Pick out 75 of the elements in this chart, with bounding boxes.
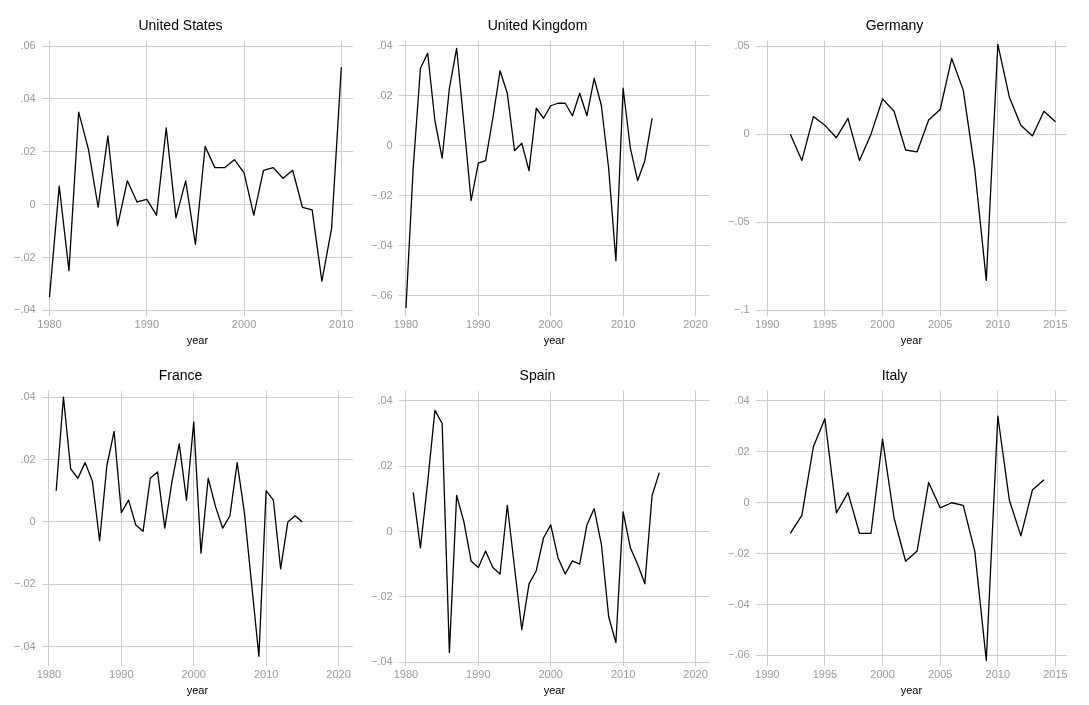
y-tick-label: .02	[377, 88, 393, 101]
chart-title: United Kingdom	[487, 17, 588, 34]
y-tick-label: 0	[386, 138, 393, 151]
x-tick-label: 1995	[812, 318, 838, 331]
x-tick-label: 2020	[683, 668, 708, 681]
y-tick-label: −.02	[371, 589, 393, 602]
x-tick-label: 2010	[253, 668, 279, 681]
x-tick-label: 1990	[134, 318, 160, 331]
x-tick-label: 2005	[927, 318, 953, 331]
y-tick-label: .02	[20, 452, 36, 465]
y-tick-label: 0	[386, 524, 393, 537]
y-tick-label: 0	[743, 127, 750, 140]
chart-title: Germany	[865, 17, 924, 34]
y-tick-label: .04	[20, 91, 36, 104]
y-tick-label: −.1	[734, 303, 750, 316]
y-tick-label: .02	[377, 459, 393, 472]
y-tick-label: .04	[20, 390, 36, 403]
x-axis-title: year	[543, 334, 566, 347]
x-tick-label: 2000	[870, 318, 895, 331]
x-tick-label: 1980	[393, 668, 419, 681]
y-tick-label: −.04	[14, 303, 36, 316]
y-tick-label: −.04	[14, 639, 36, 652]
y-tick-label: 0	[29, 514, 36, 527]
y-tick-label: −.02	[371, 188, 393, 201]
x-tick-label: 2015	[1043, 318, 1068, 331]
y-tick-label: .04	[377, 38, 393, 51]
y-tick-label: .02	[20, 144, 36, 157]
x-tick-label: 2015	[1043, 668, 1068, 681]
x-tick-label: 1995	[812, 668, 838, 681]
y-tick-label: 0	[29, 197, 36, 210]
x-axis-title: year	[186, 334, 209, 347]
x-tick-label: 1980	[37, 318, 62, 331]
y-tick-label: −.06	[371, 288, 393, 301]
x-tick-label: 1990	[755, 668, 780, 681]
x-axis-title: year	[543, 684, 566, 697]
x-tick-label: 2010	[610, 668, 636, 681]
chart-title: France	[158, 367, 203, 384]
x-axis-title: year	[900, 334, 923, 347]
x-tick-label: 2000	[231, 318, 257, 331]
x-tick-label: 1980	[393, 318, 419, 331]
x-tick-label: 2000	[538, 318, 563, 331]
x-axis-title: year	[900, 684, 923, 697]
x-tick-label: 2010	[610, 318, 636, 331]
y-tick-label: .04	[377, 393, 393, 406]
x-tick-label: 1990	[755, 318, 780, 331]
x-tick-label: 2000	[538, 668, 563, 681]
x-tick-label: 2000	[181, 668, 206, 681]
x-tick-label: 2005	[927, 668, 953, 681]
chart-title: Italy	[881, 367, 908, 384]
x-tick-label: 2010	[985, 668, 1011, 681]
y-tick-label: −.02	[728, 546, 750, 559]
chart-title: Spain	[519, 367, 556, 384]
x-tick-label: 2010	[985, 318, 1011, 331]
y-tick-label: .05	[734, 39, 750, 52]
x-tick-label: 2020	[326, 668, 351, 681]
chart-title: United States	[138, 17, 223, 34]
y-tick-label: −.06	[728, 648, 750, 661]
x-axis-title: year	[186, 684, 209, 697]
y-tick-label: −.02	[14, 250, 36, 263]
y-tick-label: −.04	[371, 238, 393, 251]
x-tick-label: 1980	[36, 668, 62, 681]
y-tick-label: .06	[20, 39, 36, 52]
x-tick-label: 2020	[683, 318, 708, 331]
x-tick-label: 1990	[109, 668, 134, 681]
x-tick-label: 1990	[466, 668, 491, 681]
y-tick-label: −.02	[14, 577, 36, 590]
y-tick-label: −.04	[728, 597, 750, 610]
x-tick-label: 2010	[329, 318, 354, 331]
y-tick-label: −.05	[728, 215, 750, 228]
y-tick-label: .02	[734, 444, 750, 457]
y-tick-label: −.04	[371, 655, 393, 668]
y-tick-label: 0	[743, 495, 750, 508]
y-tick-label: .04	[734, 394, 750, 407]
x-tick-label: 1990	[466, 318, 491, 331]
x-tick-label: 2000	[870, 668, 895, 681]
